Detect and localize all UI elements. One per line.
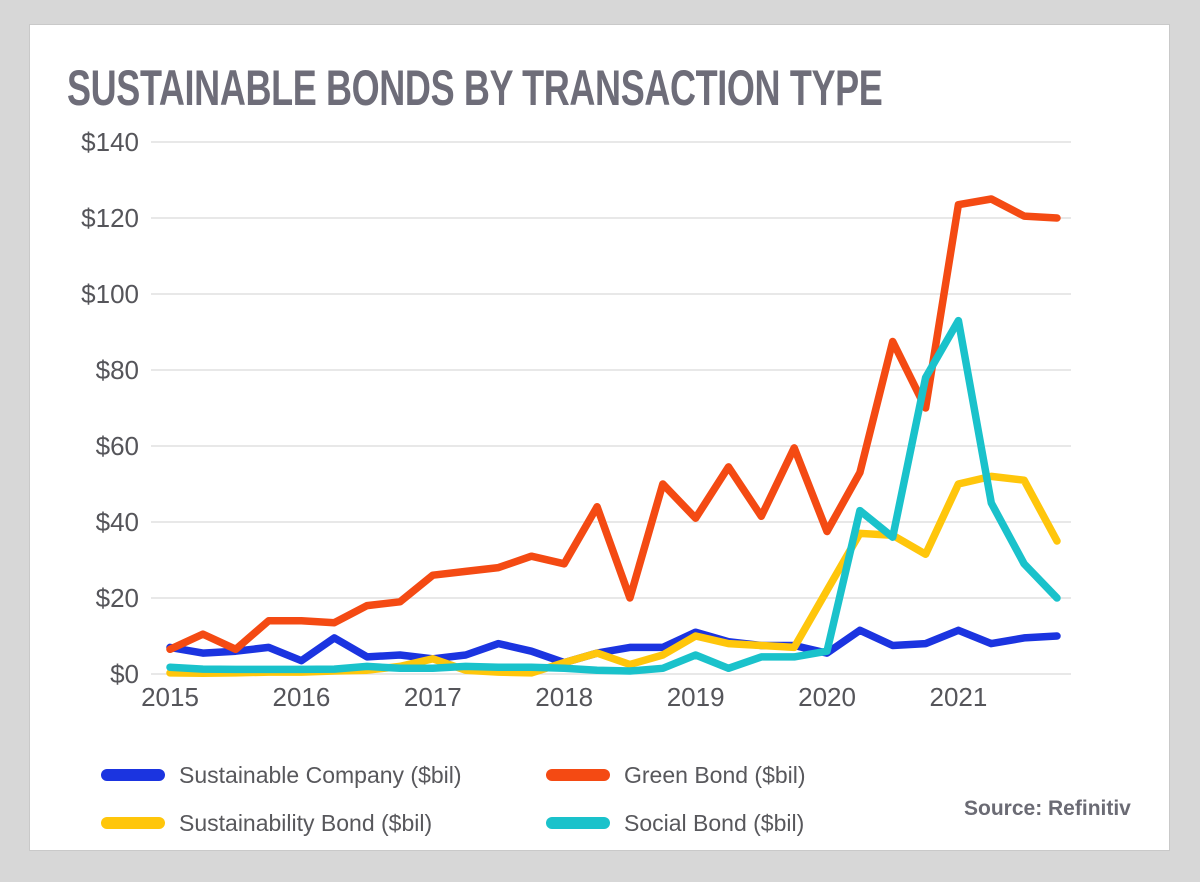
legend-item-sustainable-company: Sustainable Company ($bil) [101,762,462,788]
source-note: Source: Refinitiv [964,797,1131,820]
y-axis-tick-label: $140 [81,127,139,157]
line-chart: $0$20$40$60$80$100$120$140 2015 2016 2017 2… [81,127,1071,712]
y-axis-tick-label: $60 [96,431,139,461]
y-axis-tick-label: $120 [81,203,139,233]
y-axis-tick-label: $20 [96,583,139,613]
x-axis-tick-label: 2017 [404,682,462,712]
legend-label-green-bond: Green Bond ($bil) [624,761,806,788]
x-axis-tick-labels: 2015 2016 2017 2018 2019 2020 2021 [141,682,987,712]
x-axis-tick-label: 2021 [930,682,988,712]
series-line-sustainable-company-bil [166,626,1061,667]
legend-label-sustainable-company: Sustainable Company ($bil) [179,761,462,788]
chart-card: SUSTAINABLE BONDS BY TRANSACTION TYPE $0… [29,24,1170,851]
legend-label-social-bond: Social Bond ($bil) [624,809,805,836]
sustainable-company-swatch [101,769,165,781]
sustainability-bond-swatch [101,817,165,829]
legend-label-sustainability-bond: Sustainability Bond ($bil) [179,809,433,836]
x-axis-tick-label: 2018 [535,682,593,712]
y-axis-tick-labels: $0 $20 $40 $60 $80 $100 $120 $140 [81,127,139,689]
series-lines [166,195,1061,677]
series-line-green-bond-bil [166,195,1061,654]
y-axis-tick-label: $0 [110,659,139,689]
y-axis-tick-label: $100 [81,279,139,309]
series-line-social-bond-bil [166,316,1061,675]
y-axis-tick-label: $80 [96,355,139,385]
green-bond-swatch [546,769,610,781]
y-axis-tick-label: $40 [96,507,139,537]
gridlines [151,141,1071,675]
legend-item-social-bond: Social Bond ($bil) [546,810,804,836]
legend-item-sustainability-bond: Sustainability Bond ($bil) [101,810,432,836]
social-bond-swatch [546,817,610,829]
x-axis-tick-label: 2019 [667,682,725,712]
x-axis-tick-label: 2016 [272,682,330,712]
x-axis-tick-label: 2015 [141,682,199,712]
x-axis-tick-label: 2020 [798,682,856,712]
chart-title: SUSTAINABLE BONDS BY TRANSACTION TYPE [67,60,883,116]
legend-item-green-bond: Green Bond ($bil) [546,762,806,788]
